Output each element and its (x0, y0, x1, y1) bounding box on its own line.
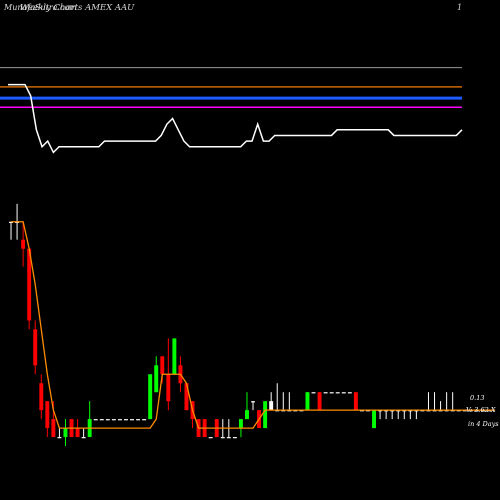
candle-body (27, 248, 32, 321)
candle-body (117, 419, 122, 421)
candle-body (81, 437, 86, 439)
candle-body (93, 419, 98, 421)
candle-body (347, 392, 352, 394)
candle-body (136, 419, 141, 421)
chart-title: Weekly Charts AMEX AAU (20, 3, 135, 13)
candle-body (160, 356, 165, 375)
moving-average-line (11, 221, 496, 429)
candle-body (33, 329, 38, 366)
candle-body (154, 365, 159, 393)
annotation-volume: V: 3.62 X (466, 406, 496, 414)
candle-body (148, 374, 153, 420)
candle-body (335, 392, 340, 394)
candle-body (232, 437, 237, 439)
candle-body (124, 419, 128, 421)
candle-body (45, 401, 50, 429)
candle-body (353, 392, 358, 411)
candle-body (245, 410, 249, 420)
candle-body (39, 383, 44, 411)
candle-body (269, 401, 274, 411)
candle-body (263, 401, 268, 429)
candle-body (323, 392, 328, 394)
candle-body (166, 374, 171, 402)
candle-body (329, 392, 334, 394)
candle-body (208, 437, 213, 439)
candle-body (172, 338, 177, 375)
candle-body (142, 419, 147, 421)
candle-body (51, 419, 56, 438)
candle-body (341, 392, 346, 394)
candle-body (220, 437, 225, 439)
candle-body (238, 419, 243, 429)
candle-body (251, 401, 255, 403)
candle-body (99, 419, 104, 421)
candle-body (372, 410, 376, 429)
candle-body (75, 428, 80, 438)
annotation-days: in 4 Days (468, 420, 499, 428)
price-panel (9, 203, 496, 447)
annotation-price: 0.13 (470, 394, 484, 402)
candle-body (317, 392, 322, 411)
candle-body (57, 437, 62, 439)
candle-body (111, 419, 116, 421)
candle-body (21, 239, 26, 249)
site-watermark: MunafaSutra.com (3, 3, 77, 12)
index-line (8, 83, 463, 154)
candle-body (226, 437, 231, 439)
candle-body (63, 428, 68, 438)
candle-body (184, 383, 189, 411)
indicator-panel (0, 67, 463, 154)
candle-body (130, 419, 134, 421)
candle-body (305, 392, 310, 411)
corner-label: 1 (457, 3, 462, 12)
candle-body (105, 419, 110, 421)
candle-body (311, 392, 316, 394)
